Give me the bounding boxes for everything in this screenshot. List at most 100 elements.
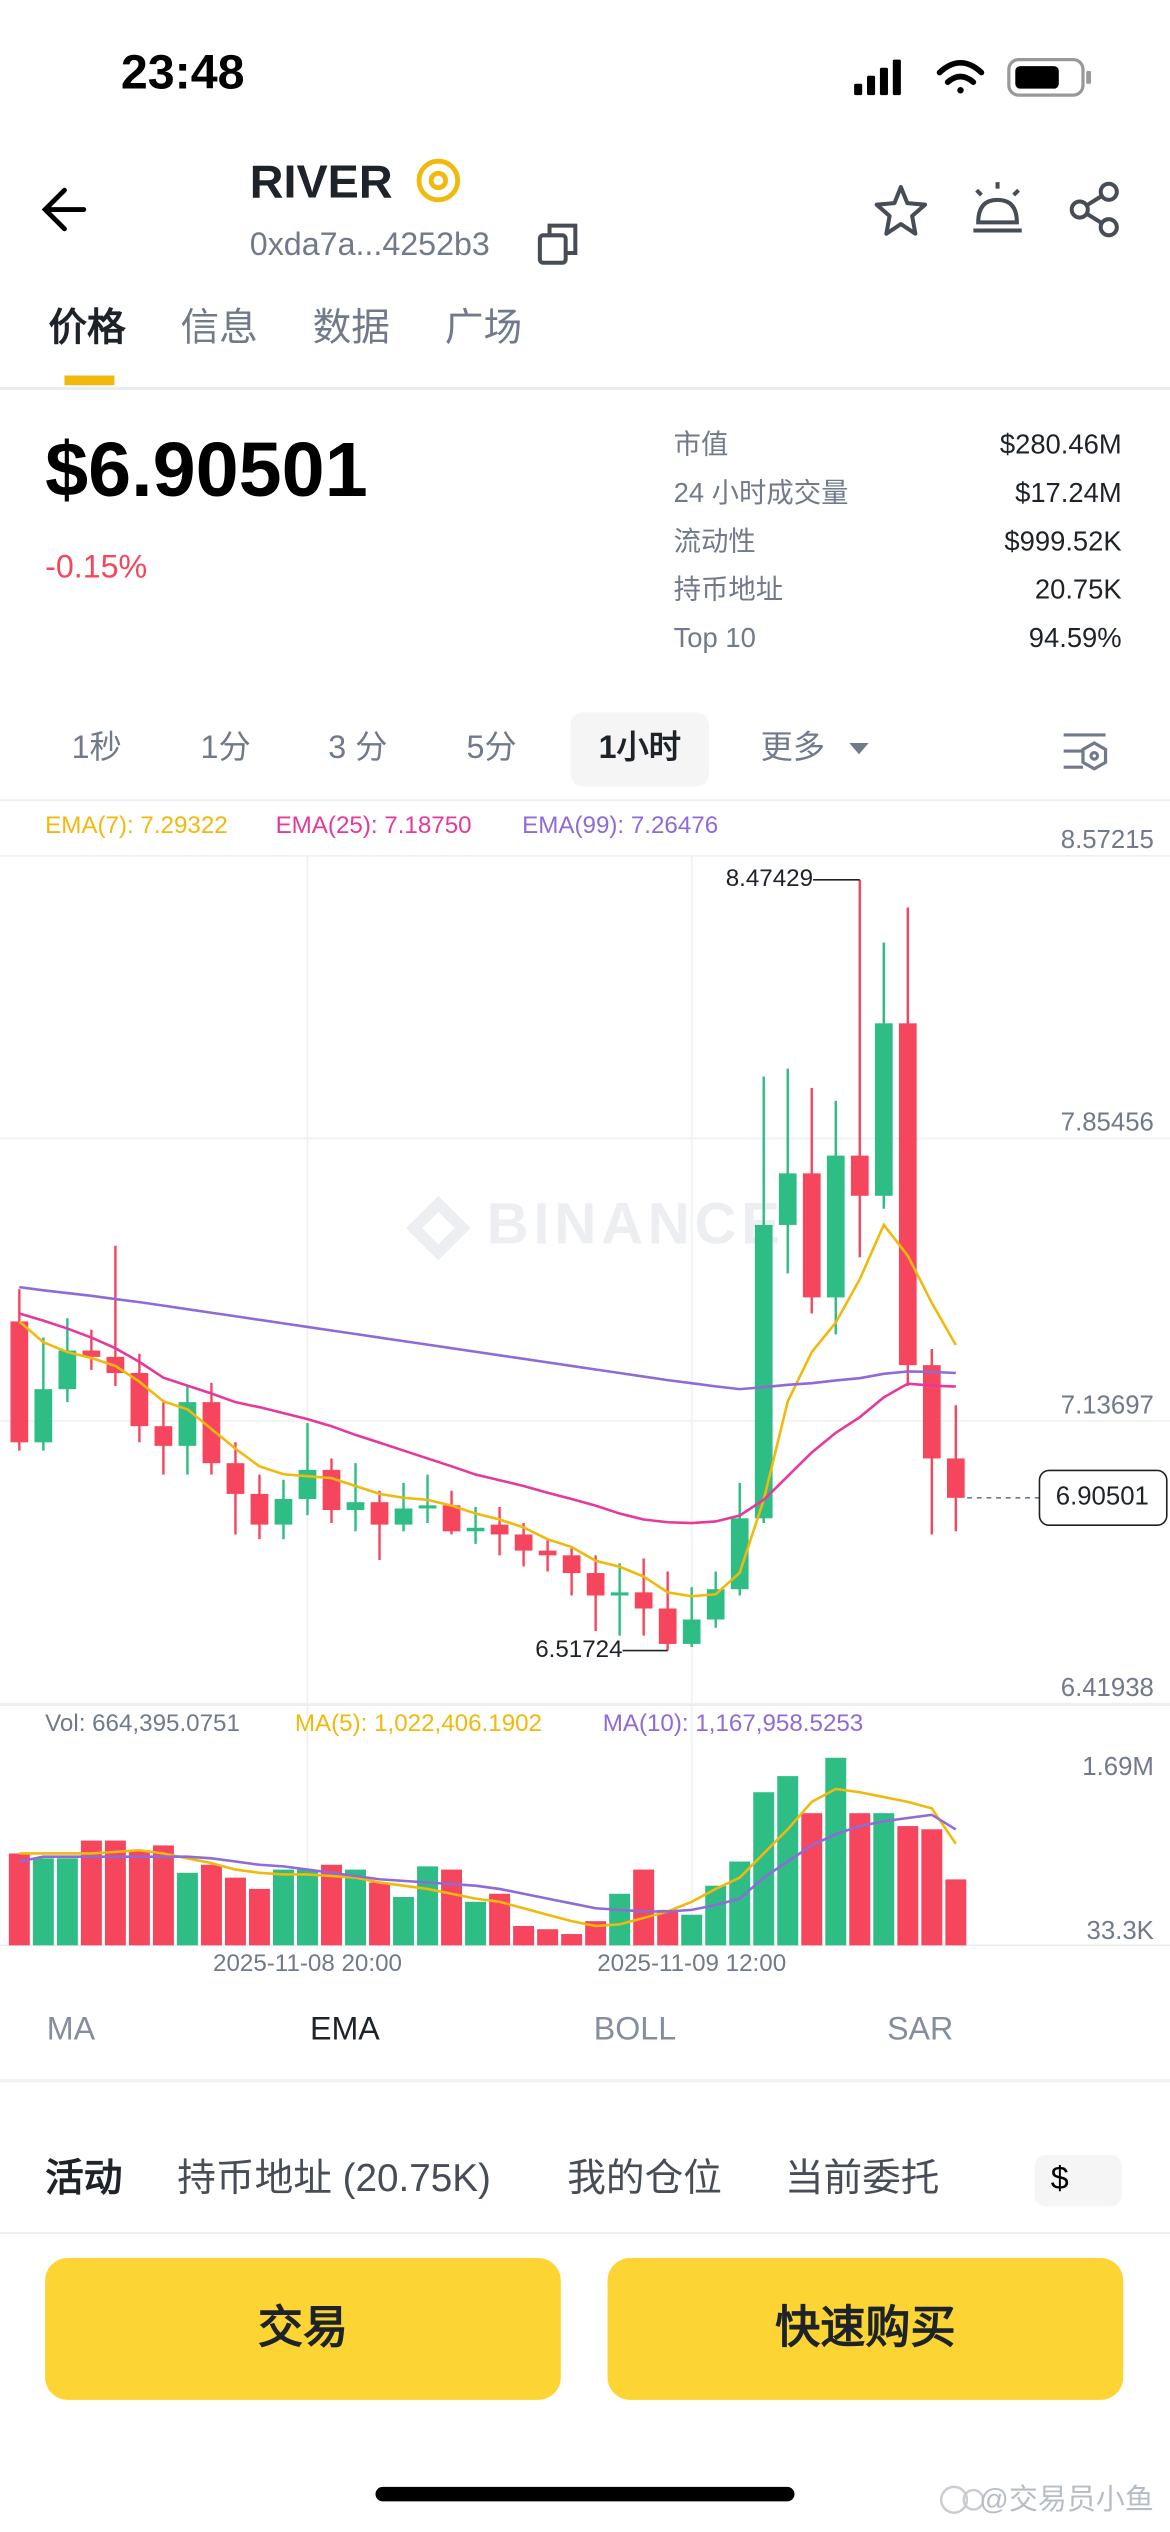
volume-bar — [873, 1813, 895, 1946]
indicator-tab[interactable]: EMA — [310, 2010, 380, 2046]
interval-option[interactable]: 1秒 — [72, 729, 122, 765]
divider — [0, 799, 1170, 802]
volume-bar — [609, 1893, 631, 1946]
volume-bar — [825, 1757, 847, 1946]
candle-body — [850, 1155, 869, 1196]
current-price: $6.90501 — [45, 427, 368, 513]
candle-body — [706, 1589, 725, 1620]
tab-bar: 价格 信息 数据 广场 — [48, 307, 522, 350]
volume-bar — [465, 1901, 487, 1946]
y-tick-label: 7.85456 — [1061, 1109, 1154, 1137]
volume-bar — [561, 1934, 583, 1946]
divider — [0, 2232, 1170, 2234]
candle-body — [34, 1389, 53, 1443]
volume-bar — [8, 1853, 30, 1946]
tab[interactable]: 广场 — [445, 307, 522, 350]
indicator-tab[interactable]: MA — [47, 2010, 96, 2046]
volume-bar — [441, 1869, 463, 1946]
status-time: 23:48 — [121, 46, 245, 100]
stat-label: 流动性 — [674, 525, 756, 556]
interval-option[interactable]: 1分 — [201, 729, 251, 765]
tab[interactable]: 信息 — [180, 307, 257, 350]
interval-option[interactable]: 更多 — [761, 729, 825, 765]
interval-option[interactable]: 1小时 — [599, 729, 681, 765]
candle-body — [682, 1619, 701, 1644]
quick-buy-label: 快速购买 — [775, 2301, 955, 2352]
back-button[interactable] — [41, 187, 87, 232]
candle-body — [826, 1155, 845, 1298]
candlestick-chart: BINANCE 6.41938 7.13697 7.85456 8.57215 2025-… — [0, 812, 1170, 1977]
candle-body — [418, 1505, 437, 1509]
candle-body — [514, 1534, 533, 1551]
candle-body — [10, 1321, 29, 1443]
candle-body — [586, 1573, 605, 1596]
indicator-tab[interactable]: SAR — [887, 2010, 953, 2046]
tab[interactable]: 价格 — [48, 307, 126, 350]
candle-body — [226, 1463, 245, 1494]
more-caret — [849, 742, 869, 755]
volume-bar — [849, 1813, 871, 1946]
candle-body — [442, 1505, 461, 1532]
candle-body — [370, 1502, 389, 1525]
volume-bar — [513, 1925, 535, 1946]
candle-body — [154, 1426, 173, 1446]
currency-toggle[interactable] — [1034, 2154, 1122, 2207]
currency-label: $ — [1051, 2160, 1069, 2196]
ema-line — [18, 1312, 956, 1525]
stat-value: 94.59% — [1029, 622, 1122, 653]
candle-body — [562, 1555, 581, 1574]
share-button[interactable] — [1069, 181, 1119, 238]
stat-value: $999.52K — [1004, 525, 1121, 556]
y-tick-label: 7.13697 — [1061, 1391, 1154, 1419]
volume-bar — [104, 1840, 126, 1946]
volume-ma-legend: MA(10): 1,167,958.5253 — [603, 1710, 864, 1737]
volume-bar — [729, 1861, 751, 1946]
token-address: 0xda7a...4252b3 — [250, 226, 490, 262]
candle-body — [946, 1458, 965, 1498]
chart-settings-button[interactable] — [1063, 733, 1108, 771]
x-tick-label: 2025-11-08 20:00 — [213, 1950, 402, 1977]
volume-bar — [128, 1850, 150, 1946]
bottom-tab[interactable]: 持币地址 (20.75K) — [177, 2157, 491, 2200]
home-indicator — [375, 2486, 795, 2502]
candle-body — [778, 1173, 797, 1225]
volume-bar — [297, 1869, 318, 1946]
interval-option[interactable]: 3 分 — [328, 729, 387, 765]
alert-button[interactable] — [973, 182, 1022, 233]
candle-body — [466, 1527, 485, 1532]
copy-button[interactable] — [537, 223, 578, 265]
volume-bar — [393, 1896, 415, 1946]
candle-body — [802, 1173, 821, 1298]
candle-body — [898, 1023, 917, 1366]
volume-bar — [921, 1829, 943, 1946]
candle-body — [754, 1224, 773, 1519]
volume-bar — [176, 1872, 198, 1946]
quick-buy-button[interactable] — [607, 2258, 1124, 2400]
last-price-box — [1038, 1469, 1168, 1527]
stat-value: $17.24M — [1015, 477, 1122, 508]
bottom-tab[interactable]: 当前委托 — [785, 2157, 940, 2200]
volume-bar — [681, 1914, 703, 1946]
volume-bar — [489, 1893, 511, 1946]
y-tick-label: 8.57215 — [1061, 826, 1154, 854]
stat-value: $280.46M — [1000, 429, 1122, 460]
bottom-tab[interactable]: 我的仓位 — [567, 2157, 722, 2200]
ema-legend: EMA(25): 7.18750 — [276, 812, 472, 839]
candle-body — [250, 1493, 269, 1525]
candle-body — [82, 1350, 101, 1357]
bottom-tab[interactable]: 活动 — [45, 2157, 122, 2200]
divider — [0, 2079, 1170, 2083]
volume-bar — [633, 1869, 655, 1946]
candle-body — [58, 1350, 77, 1390]
tab[interactable]: 数据 — [313, 307, 390, 350]
volume-bar — [705, 1885, 727, 1946]
interval-option[interactable]: 5分 — [466, 729, 516, 765]
verified-icon — [416, 158, 461, 203]
indicator-tab[interactable]: BOLL — [594, 2010, 676, 2046]
token-title: RIVER — [250, 156, 393, 208]
ema-legend: EMA(99): 7.26476 — [522, 812, 718, 839]
favorite-button[interactable] — [874, 184, 928, 236]
trade-button[interactable] — [45, 2258, 561, 2400]
